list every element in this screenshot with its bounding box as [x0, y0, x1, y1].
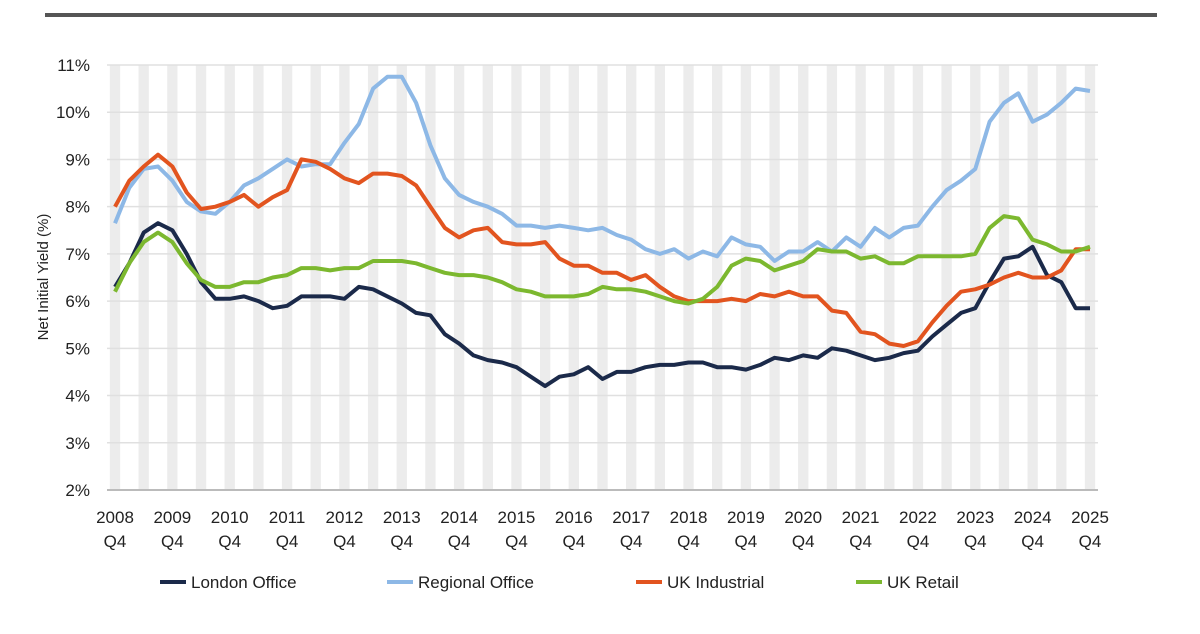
legend-label: Regional Office — [418, 573, 534, 592]
y-tick-label: 2% — [65, 481, 90, 500]
column-shading — [425, 65, 436, 490]
column-shading — [539, 65, 551, 490]
column-shading — [626, 65, 637, 490]
y-tick-label: 3% — [65, 434, 90, 453]
y-tick-label: 4% — [65, 387, 90, 406]
y-tick-label: 8% — [65, 198, 90, 217]
x-tick-quarter: Q4 — [276, 532, 299, 551]
column-shading — [396, 65, 407, 490]
x-tick-year: 2011 — [269, 508, 306, 527]
x-tick-year: 2012 — [325, 508, 363, 527]
x-tick-year: 2022 — [899, 508, 937, 527]
x-tick-year: 2023 — [956, 508, 994, 527]
x-tick-quarter: Q4 — [448, 532, 471, 551]
x-tick-quarter: Q4 — [677, 532, 700, 551]
x-tick-quarter: Q4 — [792, 532, 815, 551]
x-tick-year: 2025 — [1071, 508, 1109, 527]
column-shading — [740, 65, 752, 490]
column-shading — [138, 65, 149, 490]
x-tick-year: 2024 — [1014, 508, 1052, 527]
x-tick-year: 2008 — [96, 508, 134, 527]
x-tick-quarter: Q4 — [161, 532, 184, 551]
column-shading — [339, 65, 350, 490]
series-line-uk-industrial — [113, 152, 1090, 348]
column-shading — [941, 65, 952, 490]
legend-label: UK Retail — [887, 573, 959, 592]
legend-label: UK Industrial — [667, 573, 764, 592]
legend-label: London Office — [191, 573, 297, 592]
column-shading — [224, 65, 235, 490]
column-shading — [683, 65, 694, 490]
column-shading — [654, 65, 666, 490]
x-tick-year: 2014 — [440, 508, 478, 527]
y-tick-label: 10% — [56, 103, 90, 122]
series-line-uk-retail — [113, 214, 1091, 306]
x-tick-year: 2015 — [498, 508, 536, 527]
x-tick-quarter: Q4 — [1079, 532, 1102, 551]
x-tick-year: 2010 — [211, 508, 249, 527]
x-tick-quarter: Q4 — [735, 532, 758, 551]
column-shading — [769, 65, 780, 490]
x-tick-year: 2021 — [842, 508, 880, 527]
y-axis-label: Net Initial Yield (%) — [35, 214, 52, 341]
column-shading — [798, 65, 809, 490]
x-tick-quarter: Q4 — [849, 532, 872, 551]
x-tick-quarter: Q4 — [505, 532, 528, 551]
x-tick-quarter: Q4 — [333, 532, 356, 551]
x-tick-quarter: Q4 — [1021, 532, 1044, 551]
column-shading — [281, 65, 293, 490]
x-tick-year: 2017 — [612, 508, 650, 527]
y-tick-label: 6% — [65, 292, 90, 311]
column-shading — [453, 65, 465, 490]
column-shading — [826, 65, 838, 490]
x-tick-quarter: Q4 — [218, 532, 241, 551]
column-shading — [970, 65, 981, 490]
column-shading — [310, 65, 321, 490]
column-shading — [367, 65, 379, 490]
column-shading — [912, 65, 924, 490]
column-shading — [855, 65, 866, 490]
x-tick-year: 2009 — [153, 508, 191, 527]
x-tick-year: 2018 — [670, 508, 708, 527]
y-tick-label: 7% — [65, 245, 90, 264]
column-shading — [597, 65, 608, 490]
x-tick-year: 2019 — [727, 508, 765, 527]
column-shading — [568, 65, 579, 490]
series-line-regional-office — [113, 74, 1091, 263]
x-tick-quarter: Q4 — [390, 532, 413, 551]
x-tick-quarter: Q4 — [907, 532, 930, 551]
x-tick-quarter: Q4 — [964, 532, 987, 551]
column-shading — [253, 65, 264, 490]
column-shading — [1084, 65, 1096, 490]
column-shading — [1056, 65, 1067, 490]
column-shading — [712, 65, 723, 490]
y-tick-label: 11% — [57, 56, 90, 75]
column-shading — [167, 65, 178, 490]
x-tick-year: 2016 — [555, 508, 593, 527]
column-shading — [109, 65, 121, 490]
column-shading — [884, 65, 895, 490]
x-tick-quarter: Q4 — [620, 532, 643, 551]
x-tick-year: 2020 — [784, 508, 822, 527]
y-tick-label: 5% — [65, 339, 90, 358]
x-tick-quarter: Q4 — [562, 532, 585, 551]
x-tick-year: 2013 — [383, 508, 421, 527]
y-tick-label: 9% — [65, 150, 90, 169]
series-line-london-office — [113, 221, 1090, 389]
column-shading — [511, 65, 522, 490]
x-tick-quarter: Q4 — [104, 532, 127, 551]
